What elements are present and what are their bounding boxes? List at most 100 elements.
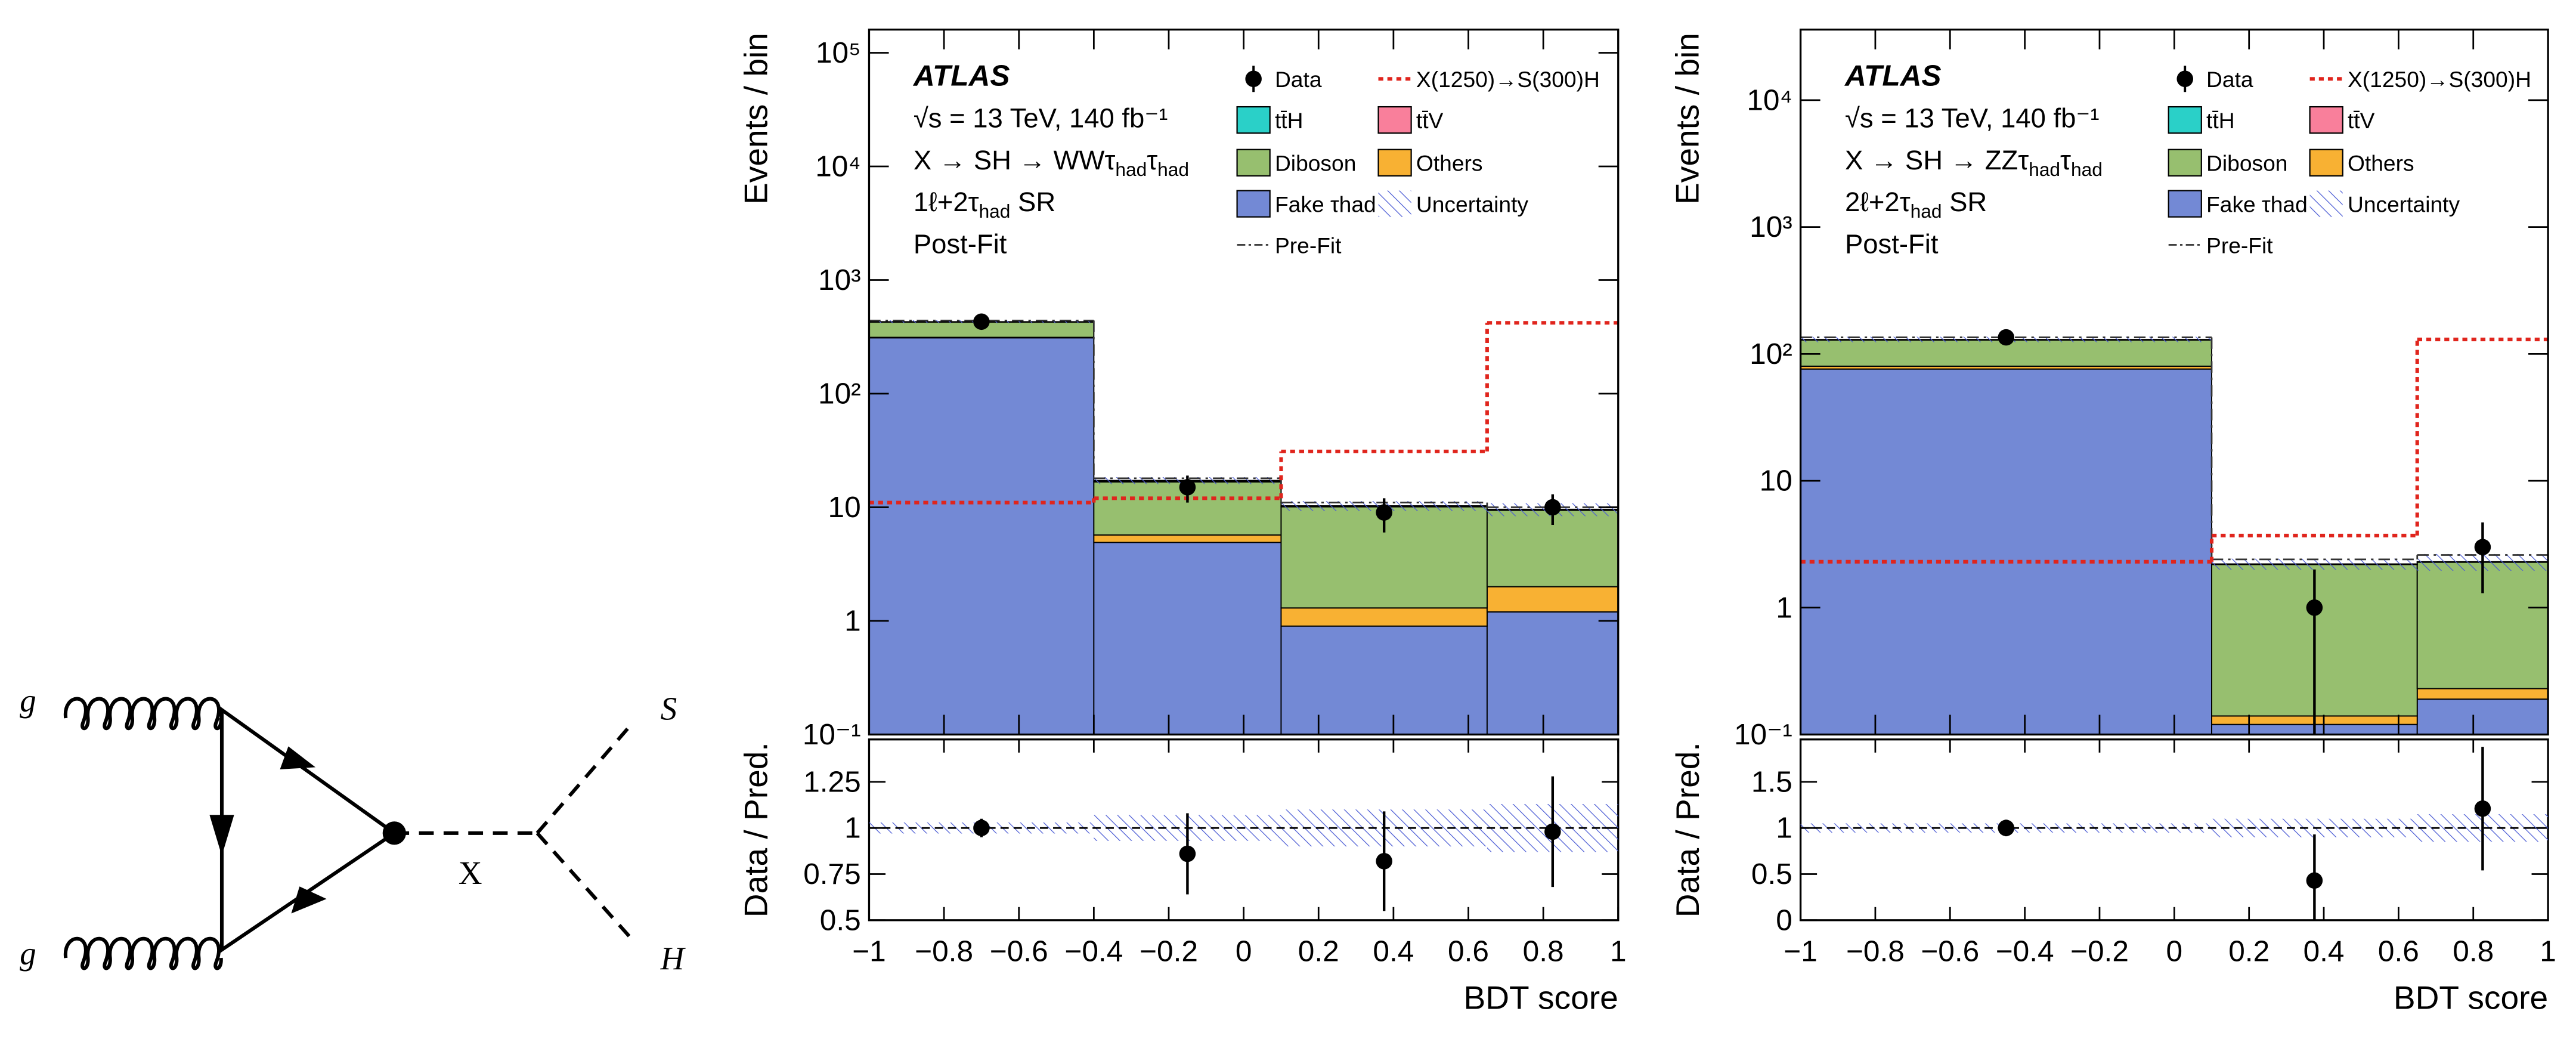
fermion-loop	[219, 706, 398, 954]
ratio-point	[1998, 820, 2015, 836]
y-axis-label: Events / bin	[738, 33, 775, 205]
annotation-part: SR	[1010, 187, 1055, 217]
annotation-part: ATLAS	[1844, 58, 1942, 92]
particle-label: g	[20, 682, 36, 719]
legend-swatch	[1236, 190, 1271, 218]
y-axis-label: Data / Pred.	[1669, 742, 1706, 917]
x-tick-label: −0.2	[1140, 935, 1198, 968]
ratio-panel	[869, 776, 1618, 911]
y-tick-label: 10³	[1750, 210, 1792, 243]
y-tick-label: 10	[1760, 464, 1792, 497]
annotation-subscript: had	[1911, 200, 1942, 222]
particle-label: g	[20, 935, 36, 972]
annotation: ATLAS	[912, 58, 1010, 92]
feynman-diagram: g g X S H	[20, 682, 686, 977]
legend-label: Data	[2206, 67, 2253, 92]
legend-label: Data	[1275, 67, 1322, 92]
annotation: ATLAS	[1844, 58, 1942, 92]
annotation: √s = 13 TeV, 140 fb⁻¹	[914, 103, 1168, 134]
scalar-lines	[394, 722, 634, 941]
y-tick-label: 0.75	[803, 857, 861, 890]
data-point	[2474, 539, 2491, 556]
x-tick-label: 0.8	[1523, 935, 1564, 968]
stack-bar	[1093, 534, 1282, 543]
legend-swatch	[1236, 149, 1271, 177]
stack-bar	[1800, 368, 2212, 735]
x-tick-label: −1	[1784, 935, 1818, 968]
annotation-subscript: had	[1115, 159, 1147, 180]
legend-label: tt̄V	[2348, 108, 2375, 133]
annotation-subscript: had	[2071, 159, 2103, 180]
x-tick-label: 0.8	[2453, 935, 2494, 968]
y-tick-label: 0	[1776, 903, 1792, 936]
ratio-point	[1376, 853, 1392, 870]
data-point	[1998, 329, 2015, 346]
stack-bar	[1093, 542, 1282, 735]
x-tick-label: −0.6	[1921, 935, 1979, 968]
y-tick-label: 1	[844, 604, 861, 638]
annotation-subscript: had	[979, 200, 1011, 222]
x-tick-label: 0.4	[2303, 935, 2345, 968]
y-tick-label: 1	[844, 811, 861, 845]
x-tick-label: 0	[2166, 935, 2183, 968]
legend-label: X(1250)→S(300)H	[2348, 67, 2531, 92]
stack-bar	[2416, 688, 2549, 700]
y-tick-label: 10	[828, 490, 861, 524]
arrow	[280, 746, 316, 769]
annotation: X → SH → ZZτhadτhad	[1845, 145, 2103, 180]
y-tick-label: 1.25	[803, 765, 861, 798]
legend-swatch	[1236, 106, 1271, 134]
annotation-part: Post-Fit	[1845, 228, 1939, 259]
main-panel	[1800, 329, 2549, 735]
main-panel	[869, 313, 1618, 735]
y-tick-label: 1	[1776, 590, 1792, 624]
uncertainty-band	[2212, 558, 2417, 570]
annotation-part: 1ℓ+2τ	[914, 187, 979, 217]
x-axis-label: BDT score	[2394, 979, 2548, 1016]
y-axis-label: Events / bin	[1669, 33, 1706, 205]
arrow	[291, 886, 327, 914]
y-tick-label: 10²	[818, 377, 861, 410]
y-tick-label: 0.5	[1751, 857, 1792, 890]
legend-swatch	[2168, 190, 2202, 218]
legend-label: Pre-Fit	[2206, 233, 2273, 258]
x-tick-label: −1	[852, 935, 886, 968]
annotation: 2ℓ+2τhad SR	[1845, 187, 1987, 222]
legend-label: Fake τhad	[2206, 191, 2308, 217]
annotation-subscript: had	[2029, 159, 2060, 180]
stack-bar	[1486, 586, 1618, 613]
legend-swatch	[1377, 149, 1412, 177]
annotation-part: X → SH → WWτ	[914, 145, 1116, 175]
data-point	[1376, 504, 1392, 521]
x-tick-label: 0.4	[1373, 935, 1414, 968]
x-tick-label: −0.8	[1846, 935, 1905, 968]
annotation-part: √s = 13 TeV, 140 fb⁻¹	[914, 103, 1168, 134]
annotation: √s = 13 TeV, 140 fb⁻¹	[1845, 103, 2100, 134]
ratio-point	[973, 820, 990, 836]
legend-label: Others	[1416, 151, 1483, 176]
annotation-subscript: had	[1157, 159, 1189, 180]
annotation: X → SH → WWτhadτhad	[914, 145, 1189, 180]
x-tick-label: −0.4	[1996, 935, 2054, 968]
annotation: 1ℓ+2τhad SR	[914, 187, 1055, 222]
annotation-part: √s = 13 TeV, 140 fb⁻¹	[1845, 103, 2100, 134]
x-tick-label: 0.6	[2378, 935, 2419, 968]
legend-label: Fake τhad	[1275, 191, 1376, 217]
x-tick-label: −0.4	[1064, 935, 1123, 968]
x-tick-label: 1	[2540, 935, 2556, 968]
y-axis-label: Data / Pred.	[738, 742, 775, 917]
y-tick-label: 10⁻¹	[1734, 718, 1792, 751]
gluon	[63, 936, 223, 970]
annotation-part: Post-Fit	[914, 228, 1007, 259]
gluon	[63, 697, 223, 731]
annotation-part: ATLAS	[912, 58, 1010, 92]
x-axis-label: BDT score	[1464, 979, 1618, 1016]
vertex	[382, 821, 406, 845]
particle-label: S	[661, 691, 677, 727]
x-tick-label: 0.2	[1298, 935, 1339, 968]
legend-swatch	[2309, 106, 2343, 134]
particle-label: X	[459, 855, 482, 891]
legend-label: tt̄H	[1275, 108, 1304, 133]
legend-swatch	[2168, 149, 2202, 177]
